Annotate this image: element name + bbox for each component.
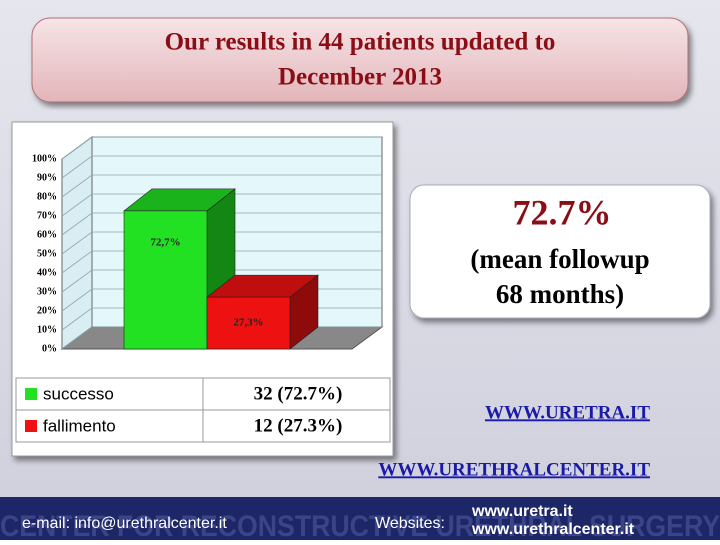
watermark: CENTER FOR RECONSTRUCTIVE URETHRAL SURGE… — [0, 510, 720, 540]
table-cell — [202, 409, 391, 443]
link[interactable]: WWW.URETRA.IT — [485, 402, 650, 423]
highlight-text: (mean followup — [470, 244, 649, 274]
grid-line — [61, 269, 382, 293]
y-tick-label: 60% — [37, 229, 57, 240]
grid-line — [61, 155, 382, 179]
grid-line — [61, 231, 382, 255]
chart: 0% 10% 20% 30% 40% 50% 60% 70% 80% 90% 100% 72,7% su… — [15, 136, 391, 443]
highlight-box — [409, 184, 711, 319]
y-tick-label: 10% — [37, 324, 57, 335]
grid-line — [61, 212, 382, 236]
table-value: 32 (72.7%) — [254, 383, 343, 404]
title-box — [31, 17, 689, 103]
y-tick-label: 100% — [32, 153, 57, 164]
grid-line — [61, 250, 382, 274]
footer-website[interactable]: www.urethralcenter.it — [471, 521, 635, 538]
legend-label: fallimento — [43, 416, 116, 435]
y-tick-label: 80% — [37, 191, 57, 202]
title: December 2013 — [278, 64, 442, 91]
y-tick-label: 90% — [37, 172, 57, 183]
data-label: 72,7% — [150, 236, 180, 248]
footer-website[interactable]: www.uretra.it — [471, 503, 573, 520]
bar — [123, 210, 208, 350]
grid-line — [61, 174, 382, 198]
y-tick-label: 30% — [37, 286, 57, 297]
y-tick-label: 0% — [42, 343, 57, 354]
legend-label: successo — [43, 384, 114, 403]
y-tick-label: 20% — [37, 305, 57, 316]
title: Our results in 44 patients updated to — [165, 29, 556, 56]
y-tick-label: 50% — [37, 248, 57, 259]
y-tick-label: 40% — [37, 267, 57, 278]
grid-line — [61, 136, 382, 160]
link[interactable]: WWW.URETHRALCENTER.IT — [378, 459, 650, 480]
footer-label: Websites: — [375, 515, 445, 532]
y-tick-label: 70% — [37, 210, 57, 221]
legend-swatch — [25, 420, 37, 432]
highlight-value: 72.7% — [513, 192, 612, 232]
table-value: 12 (27.3%) — [254, 415, 343, 436]
legend-swatch — [25, 388, 37, 400]
bar — [206, 296, 291, 350]
data-label: 27,3% — [233, 317, 263, 329]
footer-email: e-mail: info@urethralcenter.it — [22, 515, 227, 532]
grid-line — [61, 193, 382, 217]
highlight-text: 68 months) — [496, 279, 624, 309]
footer-band — [0, 497, 720, 540]
